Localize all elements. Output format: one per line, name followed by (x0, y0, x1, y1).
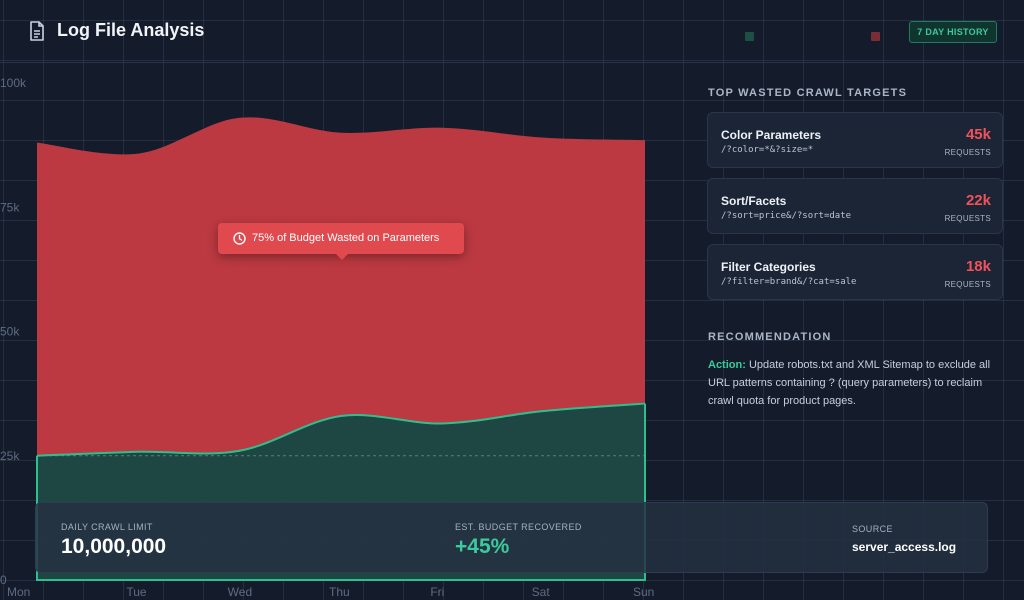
target-count: 45k (965, 126, 991, 143)
recommendation-text: Action: Update robots.txt and XML Sitema… (708, 356, 1006, 410)
x-tick-label: Fri (430, 585, 444, 599)
x-tick-label: Tue (126, 585, 147, 599)
target-count: 18k (965, 258, 991, 275)
legend-swatch-wasted (871, 32, 880, 41)
legend-swatch-useful (745, 32, 754, 41)
target-name: Color Parameters (721, 128, 822, 142)
clock-icon (233, 232, 246, 245)
recovered-value: +45% (455, 535, 510, 558)
target-card[interactable]: Filter Categories /?filter=brand&/?cat=s… (707, 244, 1003, 300)
target-card[interactable]: Color Parameters /?color=*&?size=* 45k R… (707, 112, 1003, 168)
recommendation-heading: RECOMMENDATION (708, 331, 832, 343)
recommendation-body: Update robots.txt and XML Sitemap to exc… (708, 359, 991, 407)
header: Log File Analysis 7 DAY HISTORY (0, 0, 1024, 63)
y-tick-label: 50k (0, 325, 20, 339)
y-tick-label: 100k (0, 76, 27, 90)
wasted-budget-callout: 75% of Budget Wasted on Parameters (218, 223, 464, 260)
crawl-limit-value: 10,000,000 (61, 535, 167, 558)
x-tick-label: Sun (633, 585, 654, 599)
recovered-label: EST. BUDGET RECOVERED (455, 522, 582, 532)
target-path: /?sort=price&/?sort=date (721, 211, 852, 221)
target-unit: REQUESTS (944, 214, 991, 223)
target-count: 22k (965, 192, 991, 209)
useful-line (36, 402, 646, 457)
targets-heading: TOP WASTED CRAWL TARGETS (708, 87, 908, 99)
y-tick-label: 25k (0, 449, 20, 463)
x-tick-label: Mon (7, 585, 30, 599)
target-unit: REQUESTS (944, 280, 991, 289)
target-card[interactable]: Sort/Facets /?sort=price&/?sort=date 22k… (707, 178, 1003, 234)
source-value: server_access.log (852, 540, 957, 554)
history-badge[interactable]: 7 DAY HISTORY (909, 21, 997, 43)
target-unit: REQUESTS (944, 148, 991, 157)
target-name: Sort/Facets (721, 194, 787, 208)
stats-footer: DAILY CRAWL LIMIT 10,000,000 EST. BUDGET… (35, 502, 988, 573)
document-icon (30, 21, 44, 41)
crawl-limit-label: DAILY CRAWL LIMIT (61, 522, 153, 532)
target-name: Filter Categories (721, 260, 816, 274)
callout-text: 75% of Budget Wasted on Parameters (252, 232, 440, 244)
recommendation-lead: Action: (708, 359, 746, 371)
y-tick-label: 0 (0, 573, 7, 587)
x-tick-label: Wed (228, 585, 252, 599)
x-tick-label: Sat (532, 585, 551, 599)
page-title: Log File Analysis (57, 20, 205, 40)
y-tick-label: 75k (0, 200, 20, 214)
source-label: SOURCE (852, 524, 893, 534)
x-tick-label: Thu (329, 585, 350, 599)
target-path: /?filter=brand&/?cat=sale (721, 277, 857, 287)
target-path: /?color=*&?size=* (721, 145, 814, 155)
wasted-area (37, 117, 645, 456)
